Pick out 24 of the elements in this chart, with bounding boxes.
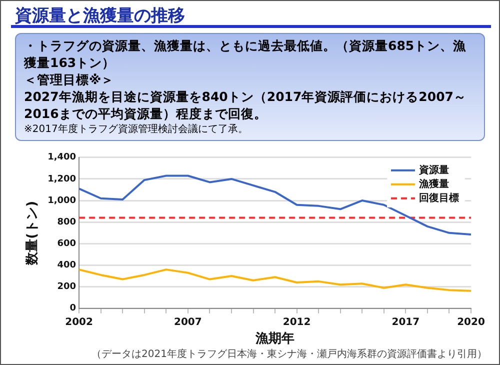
x-axis-title: 漁期年 [254, 332, 295, 347]
legend-label: 資源量 [418, 164, 449, 176]
y-tick-label: 400 [57, 260, 76, 271]
text: ＜管理目標※＞ [24, 71, 116, 88]
y-tick-label: 0 [70, 304, 76, 314]
x-tick-label: 2002 [65, 316, 94, 328]
y-tick-label: 1,000 [48, 196, 76, 206]
y-tick-label: 1,400 [48, 152, 76, 163]
x-tick-label: 2007 [174, 316, 202, 328]
text: 2027年漁期を目途に資源量を840トン（2017年資源評価における2007～2016までの平均資源量）程度まで回復。 [24, 88, 468, 122]
text: （データは2021年度トラフグ日本海・東シナ海・瀬戸内海系群の資源評価書より引用） [92, 348, 487, 361]
x-tick-label: 2020 [457, 316, 485, 328]
chart-title: 資源量と漁獲量の推移 [15, 5, 185, 27]
x-tick-label: 2012 [282, 316, 311, 328]
legend-label: 回復目標 [419, 192, 459, 204]
text: ・トラフグの資源量、漁獲量は、ともに過去最低値。（資源量685トン、漁獲量163トン） [24, 37, 468, 71]
y-tick-label: 600 [57, 239, 76, 250]
y-tick-label: 800 [57, 217, 76, 228]
y-tick-label: 1,200 [48, 174, 76, 184]
legend-label: 漁獲量 [418, 178, 449, 190]
text: ※2017年度トラフグ資源管理検討会議にて了承。 [24, 122, 249, 137]
x-tick-label: 2017 [392, 316, 420, 328]
y-axis-title: 数量(トン) [25, 200, 40, 266]
y-tick-label: 200 [57, 282, 76, 292]
